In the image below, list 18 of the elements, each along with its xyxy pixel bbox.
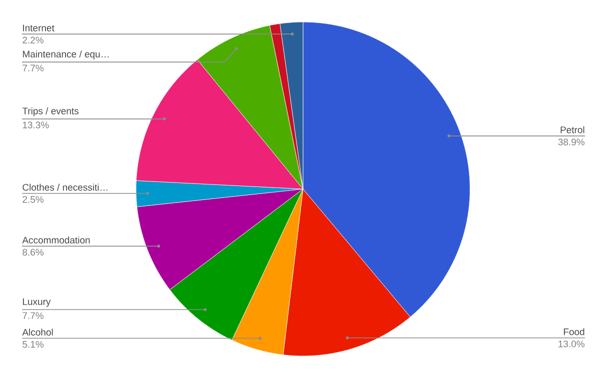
data-label: 8.6% [22, 248, 44, 256]
data-label: 7.7% [22, 312, 44, 319]
data-label: 13.3% [22, 122, 49, 128]
slice-label: Maintenance / equ… [22, 50, 109, 60]
slice-label: Accommodation [22, 236, 90, 244]
data-label: 38.9% [558, 138, 584, 146]
slice-label: Alcohol [22, 328, 53, 336]
slice-label: Internet [23, 24, 54, 32]
slice-label: Clothes / necessiti… [22, 184, 108, 191]
slice-label: Food [564, 328, 584, 336]
data-label: 2.2% [22, 36, 44, 44]
data-label: 13.0% [558, 340, 584, 348]
data-label: 5.1% [22, 340, 44, 348]
data-label: 2.5% [22, 196, 44, 203]
slice-label: Luxury [22, 298, 51, 307]
slice-label: Trips / events [22, 107, 79, 116]
data-label: 7.7% [22, 64, 44, 72]
slice-label: Petrol [560, 126, 584, 134]
